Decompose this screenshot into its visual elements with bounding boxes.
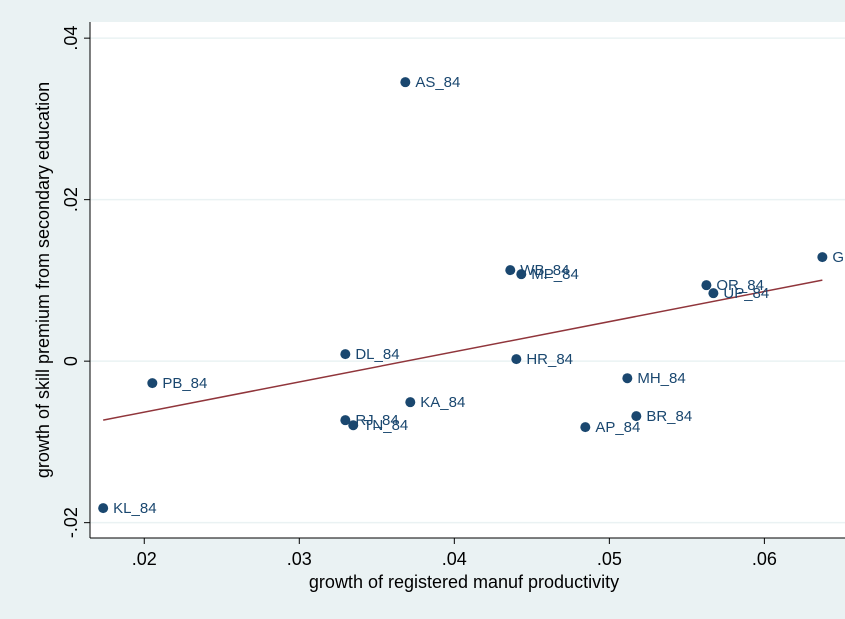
point bbox=[400, 77, 411, 88]
point-label: AS_84 bbox=[415, 74, 460, 91]
point-label: G bbox=[832, 249, 844, 266]
point-label: HR_84 bbox=[526, 351, 573, 368]
point-label: TN_84 bbox=[363, 417, 408, 434]
point-label: KA_84 bbox=[420, 394, 465, 411]
point-label: OR_84 bbox=[716, 277, 764, 294]
point bbox=[405, 397, 416, 408]
point bbox=[98, 503, 109, 514]
point-label: DL_84 bbox=[355, 346, 399, 363]
point bbox=[505, 265, 516, 276]
x-tick-label: .04 bbox=[442, 549, 467, 569]
point-label: RJ_84 bbox=[355, 412, 398, 429]
x-tick-label: .03 bbox=[287, 549, 312, 569]
point bbox=[708, 288, 719, 299]
y-tick-label: 0 bbox=[61, 356, 81, 366]
y-tick-label: .04 bbox=[61, 26, 81, 51]
point bbox=[580, 422, 591, 433]
plot-area bbox=[90, 22, 845, 538]
point bbox=[817, 252, 828, 263]
x-tick-label: .05 bbox=[597, 549, 622, 569]
point-label: PB_84 bbox=[162, 375, 207, 392]
point-label: MP_84 bbox=[531, 266, 579, 283]
point-label: MH_84 bbox=[637, 370, 685, 387]
point-label: BR_84 bbox=[646, 408, 692, 425]
point-label: AP_84 bbox=[595, 419, 640, 436]
point bbox=[701, 280, 712, 291]
point-label: WB_84 bbox=[520, 262, 569, 279]
x-axis-title: growth of registered manuf productivity bbox=[309, 572, 619, 592]
point bbox=[622, 373, 633, 384]
x-tick-label: .02 bbox=[132, 549, 157, 569]
point bbox=[511, 354, 522, 365]
point bbox=[631, 411, 642, 422]
point-label: KL_84 bbox=[113, 500, 156, 517]
point bbox=[340, 415, 351, 426]
x-tick-label: .06 bbox=[752, 549, 777, 569]
point bbox=[516, 269, 527, 280]
point-label: UP_84 bbox=[723, 285, 769, 302]
y-tick-label: -.02 bbox=[61, 507, 81, 538]
y-axis-title: growth of skill premium from secondary e… bbox=[33, 82, 53, 478]
point bbox=[340, 349, 351, 360]
point bbox=[147, 378, 158, 389]
fit-line bbox=[103, 279, 823, 421]
point bbox=[348, 420, 359, 431]
y-tick-label: .02 bbox=[61, 187, 81, 212]
